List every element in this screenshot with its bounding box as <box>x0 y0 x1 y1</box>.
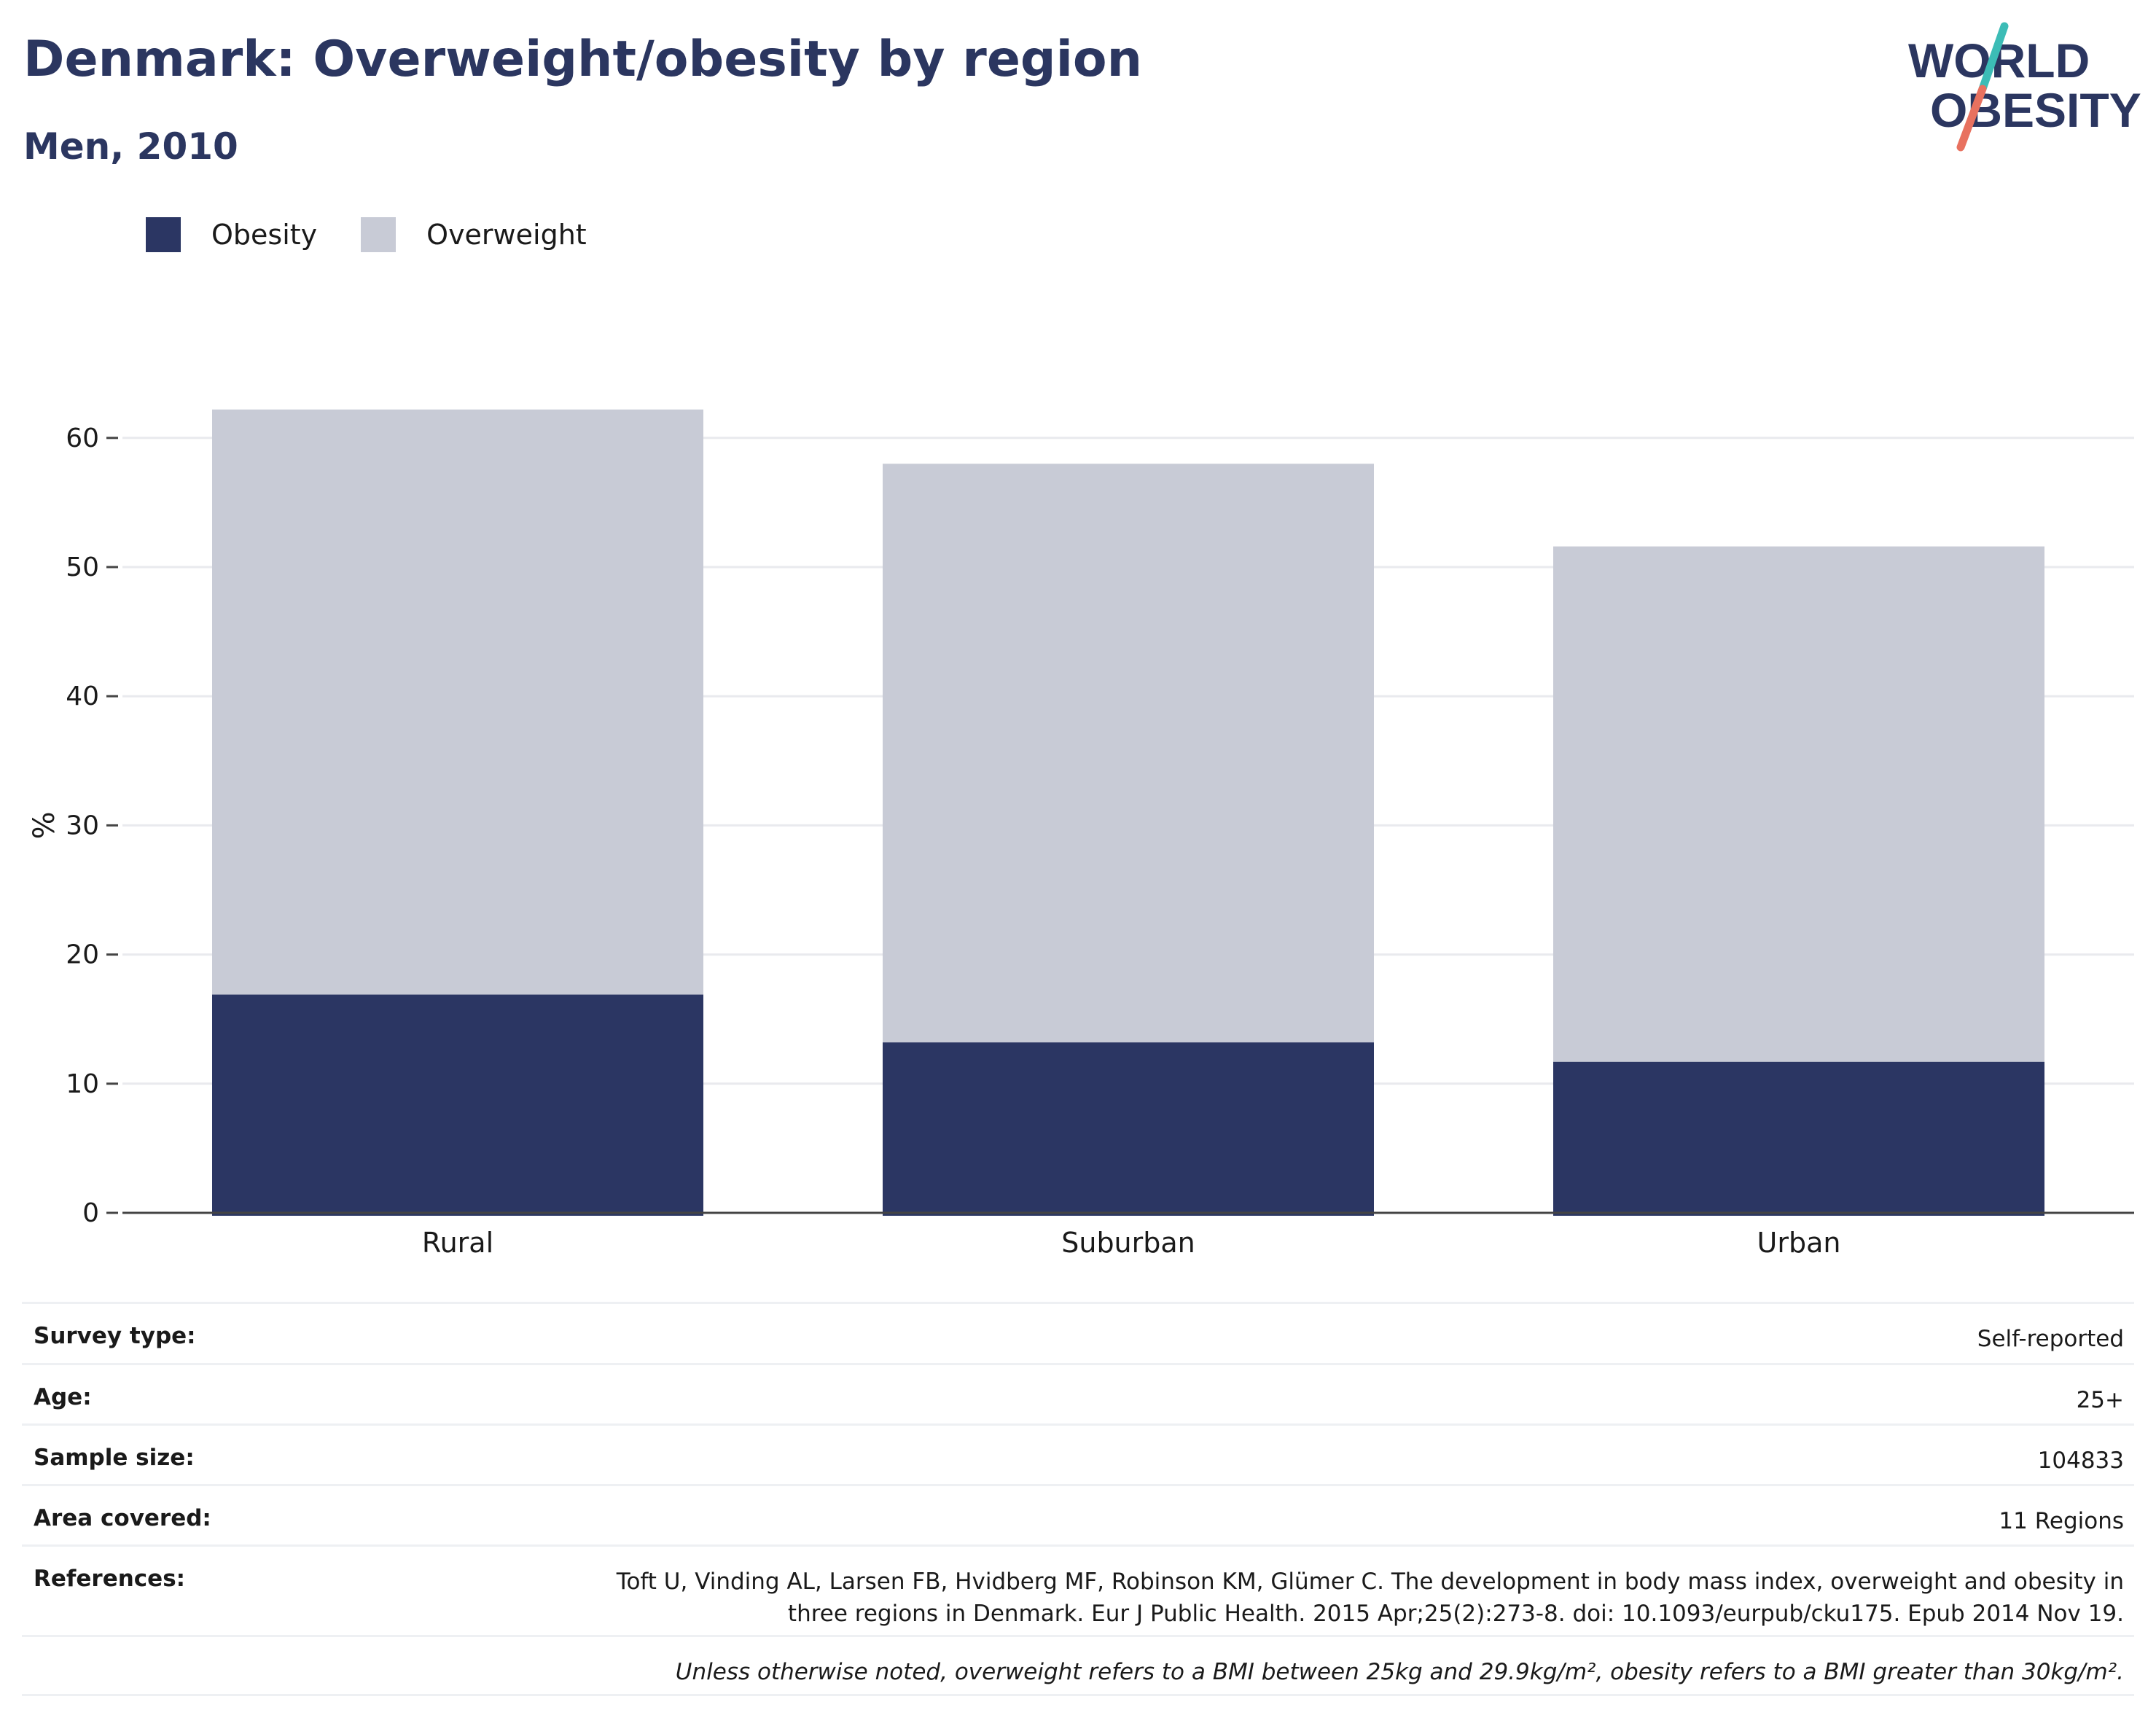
reference-line-1: Toft U, Vinding AL, Larsen FB, Hvidberg … <box>616 1569 2124 1595</box>
y-axis-label: % <box>28 811 61 839</box>
chart-title: Denmark: Overweight/obesity by region <box>23 31 1143 88</box>
info-label: Survey type: <box>34 1323 196 1349</box>
world-obesity-logo: WORLD OBESITY <box>1908 22 2141 152</box>
logo-slash-coral <box>1956 85 1987 152</box>
info-value: 11 Regions <box>1999 1508 2124 1534</box>
bar-obesity-rural <box>212 994 703 1216</box>
info-row-sample-size: Sample size: 104833 <box>22 1423 2134 1484</box>
info-label: References: <box>34 1566 186 1592</box>
y-tick-label: 20 <box>66 940 99 970</box>
chart-subtitle: Men, 2010 <box>23 125 238 168</box>
info-label: Age: <box>34 1384 92 1410</box>
logo-text-obesity: OBESITY <box>1930 83 2141 137</box>
y-tick-label: 10 <box>66 1069 99 1099</box>
y-tick-label: 40 <box>66 682 99 711</box>
info-label: Area covered: <box>34 1505 211 1531</box>
info-value: Self-reported <box>1977 1326 2124 1352</box>
info-value: 25+ <box>2076 1387 2124 1413</box>
legend: Obesity Overweight <box>146 217 630 252</box>
x-tick-label: Suburban <box>1061 1227 1195 1259</box>
bar-obesity-suburban <box>883 1042 1374 1216</box>
legend-item-overweight[interactable]: Overweight <box>361 217 587 252</box>
bar-overweight-rural <box>212 409 703 995</box>
info-value: 104833 <box>2037 1448 2124 1474</box>
y-tick-label: 60 <box>66 423 99 453</box>
legend-label-overweight: Overweight <box>426 219 587 251</box>
info-row-area-covered: Area covered: 11 Regions <box>22 1484 2134 1544</box>
survey-info-table: Survey type: Self-reported Age: 25+ Samp… <box>22 1302 2134 1696</box>
x-tick-label: Urban <box>1757 1227 1841 1259</box>
info-label: Sample size: <box>34 1445 195 1471</box>
x-tick-label: Rural <box>422 1227 493 1259</box>
y-tick-label: 0 <box>82 1198 99 1228</box>
legend-swatch-overweight <box>361 217 397 252</box>
info-row-references: References: Toft U, Vinding AL, Larsen F… <box>22 1544 2134 1635</box>
bar-overweight-urban <box>1553 546 2044 1062</box>
y-tick-label: 50 <box>66 552 99 582</box>
legend-swatch-obesity <box>146 217 181 252</box>
bar-obesity-urban <box>1553 1061 2044 1216</box>
y-tick-label: 30 <box>66 811 99 840</box>
info-row-footnote: Unless otherwise noted, overweight refer… <box>22 1635 2134 1696</box>
info-row-survey-type: Survey type: Self-reported <box>22 1302 2134 1363</box>
logo-slash-teal <box>1978 22 2009 93</box>
reference-line-2: three regions in Denmark. Eur J Public H… <box>787 1601 2124 1627</box>
stacked-bar-chart: 0 10 20 30 40 50 60% Rural Suburban Urban <box>28 409 2134 1259</box>
reference-text: Toft U, Vinding AL, Larsen FB, Hvidberg … <box>617 1566 2124 1635</box>
legend-label-obesity: Obesity <box>211 219 318 251</box>
legend-item-obesity[interactable]: Obesity <box>146 217 317 252</box>
info-row-age: Age: 25+ <box>22 1363 2134 1423</box>
bar-overweight-suburban <box>883 464 1374 1043</box>
footnote: Unless otherwise noted, overweight refer… <box>675 1659 2124 1685</box>
